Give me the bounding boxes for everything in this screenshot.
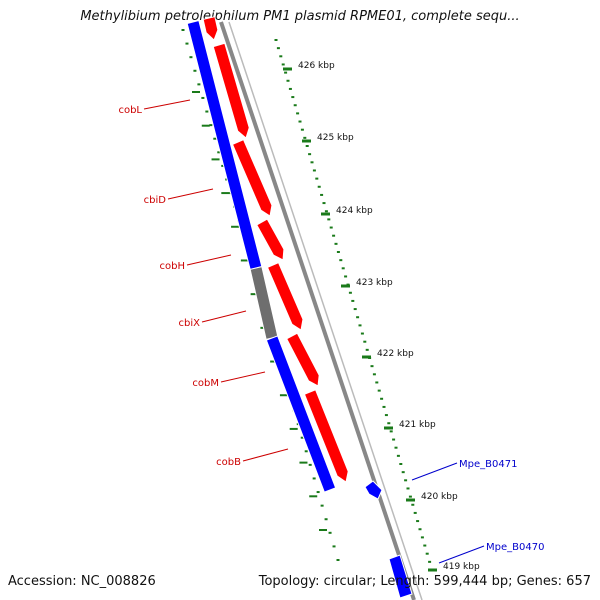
- forward-gene-arrow: [202, 16, 219, 41]
- forward-gene-arrow: [266, 261, 304, 331]
- forward-gene-arrow: [286, 332, 320, 387]
- label-layer: cobL cbiD cobH cbiX cobM cobB Mpe_B0471 Mpe_B04…: [118, 105, 544, 553]
- forward-gene-arrow: [212, 42, 250, 139]
- accession-text: Accession: NC_008826: [8, 574, 156, 589]
- backbone-edge: [228, 21, 423, 600]
- topology-summary: Topology: circular; Length: 599,444 bp; …: [258, 574, 591, 589]
- gene-label: cbiD: [144, 195, 167, 206]
- label-leader: [201, 310, 247, 323]
- label-leader: [167, 188, 214, 200]
- reverse-gene-band: [265, 335, 337, 493]
- gene-Mpe_B0471: [364, 480, 383, 500]
- feature-track: [186, 16, 413, 599]
- label-leader: [242, 448, 289, 462]
- forward-gene-arrow: [231, 138, 273, 217]
- gene-label: cobB: [216, 457, 241, 468]
- label-leader: [438, 545, 485, 564]
- label-leader: [220, 371, 266, 383]
- label-leader: [186, 254, 232, 266]
- gene-label: Mpe_B0471: [459, 459, 517, 470]
- ruler-label: 426 kbp: [298, 61, 335, 71]
- ruler-label: 420 kbp: [421, 492, 458, 502]
- sequence-backbone: [219, 21, 423, 600]
- gene-label: cbiX: [179, 318, 201, 329]
- forward-gene-arrow: [303, 389, 349, 483]
- forward-gene-arrow: [256, 218, 285, 261]
- backbone-line: [219, 21, 416, 600]
- gene-Mpe_B0470: [388, 554, 413, 599]
- label-leader: [143, 99, 191, 110]
- gene-label: cobM: [192, 378, 219, 389]
- label-leader: [411, 462, 458, 481]
- ruler-label: 419 kbp: [443, 562, 480, 572]
- ruler-label: 423 kbp: [356, 278, 393, 288]
- outer-tick-track: 426 kbp 425 kbp 424 kbp 423 kbp 422 kbp 421 k…: [274, 39, 480, 572]
- ruler-label: 425 kbp: [317, 133, 354, 143]
- map-title: Methylibium petroleiphilum PM1 plasmid R…: [80, 9, 520, 24]
- ruler-label: 424 kbp: [336, 206, 373, 216]
- gene-label: Mpe_B0470: [486, 542, 544, 553]
- ruler-label: 422 kbp: [377, 349, 414, 359]
- gene-label: cobH: [160, 261, 185, 272]
- gene-label: cobL: [118, 105, 142, 116]
- label-leader-lines: [143, 99, 485, 564]
- ruler-label: 421 kbp: [399, 420, 436, 430]
